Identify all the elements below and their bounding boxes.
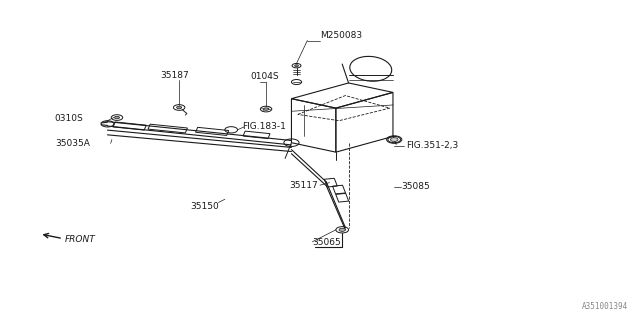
Circle shape — [177, 106, 182, 109]
Circle shape — [339, 228, 346, 231]
Text: FIG.183-1: FIG.183-1 — [243, 123, 287, 132]
Text: FIG.351-2,3: FIG.351-2,3 — [406, 141, 458, 150]
Text: 0104S: 0104S — [250, 72, 279, 81]
Text: 35035A: 35035A — [55, 139, 90, 148]
Circle shape — [264, 108, 269, 110]
Text: 35117: 35117 — [289, 181, 318, 190]
Text: 35065: 35065 — [312, 238, 341, 247]
Text: 0310S: 0310S — [55, 114, 84, 123]
Text: 35150: 35150 — [190, 202, 219, 211]
Text: 35085: 35085 — [401, 182, 430, 191]
Circle shape — [115, 116, 120, 119]
Circle shape — [390, 138, 398, 141]
Text: A351001394: A351001394 — [582, 302, 628, 311]
Circle shape — [294, 65, 298, 67]
Text: FRONT: FRONT — [65, 235, 96, 244]
Text: 35187: 35187 — [160, 71, 189, 80]
Text: M250083: M250083 — [320, 31, 362, 40]
